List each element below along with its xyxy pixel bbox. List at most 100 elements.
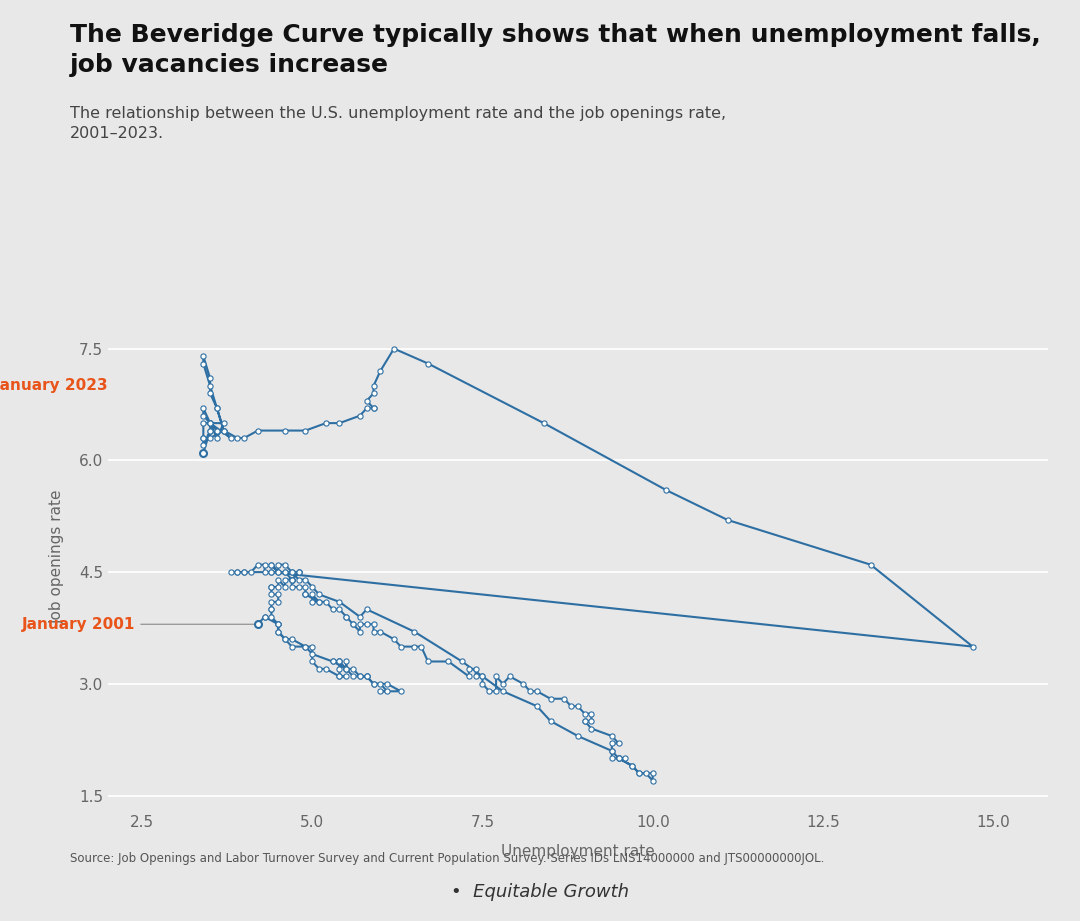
Point	[310, 595, 327, 610]
Point	[658, 483, 675, 497]
Point	[542, 692, 559, 706]
Point	[202, 415, 219, 430]
Point	[569, 729, 586, 743]
Point	[303, 595, 321, 610]
Point	[583, 721, 600, 736]
Point	[297, 587, 314, 601]
Point	[440, 654, 457, 669]
Point	[270, 617, 287, 632]
Point	[555, 692, 572, 706]
Point	[270, 617, 287, 632]
Point	[365, 401, 382, 415]
Point	[604, 736, 621, 751]
Point	[576, 714, 593, 729]
Point	[194, 401, 212, 415]
Y-axis label: Job openings rate: Job openings rate	[50, 490, 65, 624]
Point	[522, 684, 539, 699]
Point	[719, 513, 737, 528]
Point	[338, 661, 355, 676]
Point	[297, 579, 314, 594]
Point	[604, 743, 621, 758]
Point	[386, 342, 403, 356]
Point	[276, 565, 294, 579]
Point	[338, 669, 355, 683]
Point	[964, 639, 982, 654]
Point	[604, 743, 621, 758]
Point	[330, 654, 348, 669]
Point	[372, 684, 389, 699]
Point	[249, 423, 267, 437]
Point	[351, 669, 368, 683]
Point	[359, 401, 376, 415]
Point	[351, 669, 368, 683]
Point	[365, 676, 382, 691]
Point	[623, 758, 640, 773]
Point	[569, 699, 586, 714]
Point	[474, 669, 491, 683]
Point	[303, 654, 321, 669]
Point	[194, 438, 212, 453]
Point	[338, 610, 355, 624]
X-axis label: Unemployment rate: Unemployment rate	[501, 845, 654, 859]
Text: The relationship between the U.S. unemployment rate and the job openings rate,
2: The relationship between the U.S. unempl…	[70, 106, 727, 141]
Point	[372, 676, 389, 691]
Point	[291, 579, 308, 594]
Point	[229, 431, 246, 446]
Point	[270, 565, 287, 579]
Point	[365, 401, 382, 415]
Point	[276, 423, 294, 437]
Point	[276, 579, 294, 594]
Point	[194, 415, 212, 430]
Point	[262, 587, 280, 601]
Point	[194, 408, 212, 423]
Point	[194, 446, 212, 460]
Point	[528, 699, 545, 714]
Text: January 2023: January 2023	[0, 379, 108, 393]
Point	[270, 579, 287, 594]
Point	[406, 639, 423, 654]
Point	[563, 699, 580, 714]
Point	[235, 565, 253, 579]
Point	[270, 587, 287, 601]
Point	[330, 661, 348, 676]
Point	[359, 669, 376, 683]
Point	[318, 661, 335, 676]
Point	[338, 661, 355, 676]
Point	[378, 684, 395, 699]
Point	[318, 595, 335, 610]
Point	[202, 423, 219, 437]
Point	[365, 676, 382, 691]
Point	[324, 654, 341, 669]
Point	[283, 579, 300, 594]
Point	[303, 639, 321, 654]
Point	[330, 602, 348, 617]
Point	[495, 676, 512, 691]
Point	[617, 751, 634, 765]
Point	[862, 557, 879, 572]
Point	[487, 669, 504, 683]
Point	[419, 654, 436, 669]
Point	[359, 393, 376, 408]
Point	[359, 669, 376, 683]
Point	[256, 610, 273, 624]
Point	[610, 751, 627, 765]
Point	[392, 639, 409, 654]
Point	[270, 595, 287, 610]
Point	[235, 565, 253, 579]
Point	[351, 624, 368, 639]
Point	[604, 729, 621, 743]
Point	[202, 415, 219, 430]
Point	[338, 661, 355, 676]
Point	[256, 565, 273, 579]
Point	[194, 431, 212, 446]
Point	[208, 401, 226, 415]
Point	[392, 684, 409, 699]
Point	[297, 572, 314, 587]
Point	[631, 766, 648, 781]
Point	[194, 446, 212, 460]
Point	[303, 579, 321, 594]
Point	[345, 617, 362, 632]
Point	[460, 661, 477, 676]
Point	[249, 557, 267, 572]
Point	[528, 684, 545, 699]
